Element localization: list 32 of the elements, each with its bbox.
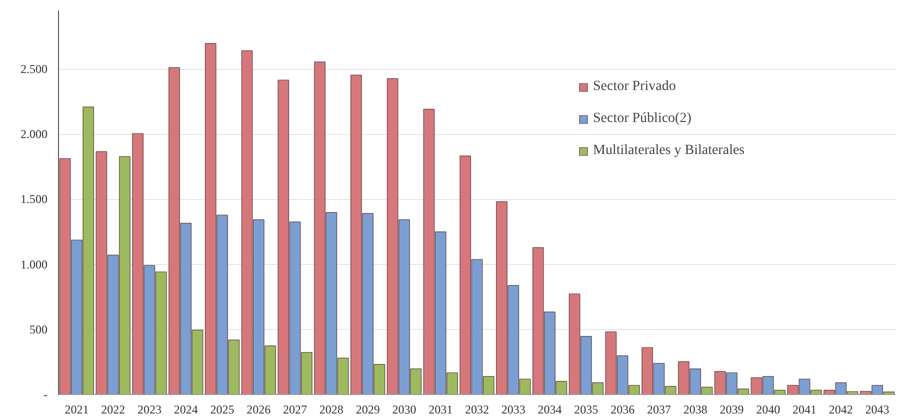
x-tick-label: 2034 [538,402,562,416]
y-tick-label: 500 [30,322,48,336]
x-tick-label: 2028 [319,402,344,416]
x-tick-label: 2026 [246,402,271,416]
legend-label: Multilaterales y Bilaterales [593,143,745,159]
x-tick-label: 2040 [756,402,780,416]
legend-label: Sector Privado [593,79,676,95]
x-tick-label: 2038 [683,402,708,416]
x-tick-label: 2029 [356,402,380,416]
x-tick-label: 2042 [828,402,853,416]
x-tick-label: 2031 [428,402,453,416]
x-tick-label: 2041 [792,402,817,416]
x-tick-label: 2030 [392,402,416,416]
x-tick-label: 2021 [64,402,89,416]
y-tick-label: 2.000 [20,127,48,142]
y-tick-label: - [44,388,48,402]
x-tick-label: 2033 [501,402,526,416]
y-tick-label: 1.500 [20,192,48,206]
y-tick-label: 1.000 [20,257,48,272]
x-tick-label: 2037 [646,402,671,416]
x-tick-label: 2035 [574,402,598,416]
x-tick-label: 2036 [610,402,635,416]
x-tick-label: 2022 [101,402,126,416]
x-tick-label: 2032 [465,402,489,416]
x-tick-label: 2023 [137,402,162,416]
y-tick-label: 2.500 [20,62,48,76]
x-tick-label: 2027 [283,402,308,416]
x-tick-label: 2043 [865,402,890,416]
x-tick-label: 2039 [720,402,744,416]
legend-label: Sector Público(2) [593,111,692,127]
x-tick-label: 2025 [210,402,234,416]
x-tick-label: 2024 [174,402,198,416]
